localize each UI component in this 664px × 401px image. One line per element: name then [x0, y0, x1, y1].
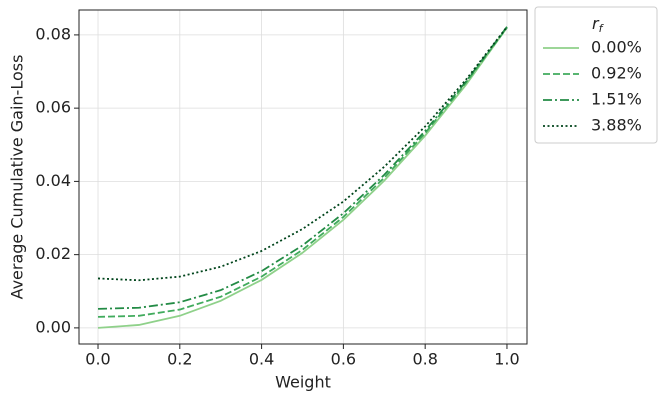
- x-tick-label: 1.0: [494, 350, 519, 369]
- legend-label: 1.51%: [591, 90, 642, 109]
- series-line: [97, 27, 508, 329]
- legend-title-base: r: [592, 14, 600, 33]
- plot-frame: [78, 9, 528, 345]
- legend-title-subscript: f: [599, 22, 605, 35]
- x-tick-label: 0.0: [85, 350, 110, 369]
- y-tick-label: 0.08: [35, 24, 71, 43]
- y-tick-label: 0.04: [35, 171, 71, 190]
- legend-title: rf: [592, 14, 605, 36]
- x-tick-label: 0.4: [249, 350, 274, 369]
- y-tick-label: 0.02: [35, 244, 71, 263]
- legend-label: 3.88%: [591, 116, 642, 135]
- y-tick-label: 0.06: [35, 98, 71, 117]
- x-tick-label: 0.2: [167, 350, 192, 369]
- y-tick-label: 0.00: [35, 317, 71, 336]
- legend-label: 0.00%: [591, 38, 642, 57]
- series-line: [97, 26, 508, 282]
- y-axis-label: Average Cumulative Gain-Loss: [8, 55, 27, 300]
- series-line: [97, 27, 508, 318]
- x-tick-label: 0.8: [412, 350, 437, 369]
- x-tick-label: 0.6: [331, 350, 356, 369]
- legend-label: 0.92%: [591, 64, 642, 83]
- legend-box: [534, 6, 658, 144]
- series-line: [97, 26, 508, 310]
- x-axis-label: Weight: [275, 373, 331, 392]
